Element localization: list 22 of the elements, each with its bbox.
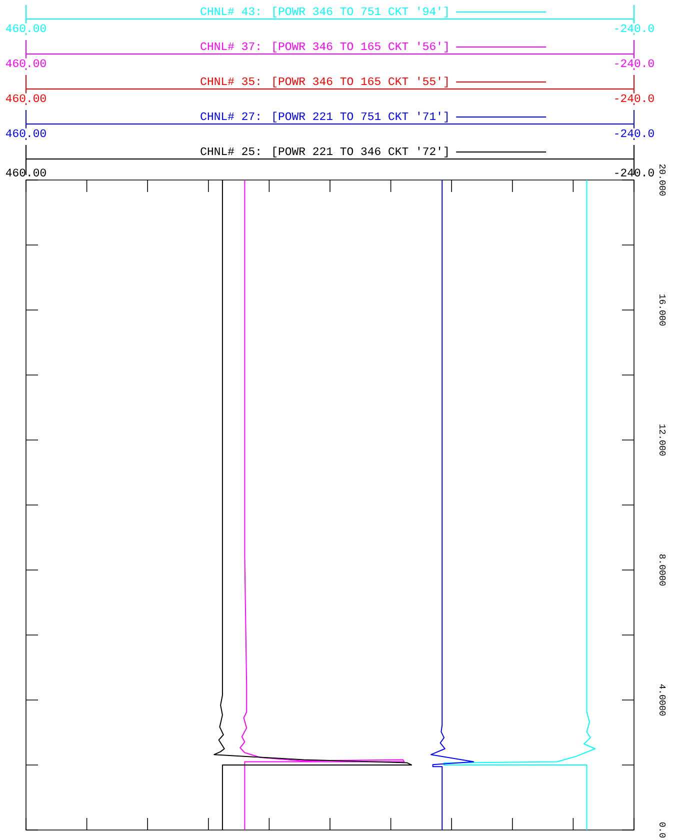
- text: -240.0: [615, 129, 654, 138]
- y-tick-label: 0.0: [660, 822, 666, 838]
- line-series: [240, 180, 405, 830]
- legend-label: CHNL# 35: [POWR 346 TO 165 CKT '55']: [200, 76, 448, 88]
- y-tick-label: 4.0000: [660, 684, 666, 716]
- y-tick-label: 20.000: [660, 164, 666, 196]
- text: 460.00: [6, 24, 46, 32]
- y-tick-label: 16.000: [660, 294, 666, 326]
- text: 460.00: [6, 59, 46, 68]
- text: CHNL# 43: [POWR 346 TO 751 CKT '94']: [200, 6, 448, 18]
- text: CHNL# 27: [POWR 221 TO 751 CKT '71']: [200, 112, 448, 122]
- line-series: [444, 180, 596, 830]
- y-tick-label: 8.0000: [660, 554, 666, 586]
- line-series: [430, 180, 474, 830]
- text: -240.0: [615, 59, 654, 68]
- text: -240.0: [615, 94, 654, 102]
- y-tick-label: 12.000: [660, 424, 666, 456]
- text: -240.0: [615, 24, 654, 32]
- text: CHNL# 37: [POWR 346 TO 165 CKT '56']: [200, 42, 448, 52]
- text: 460.00: [6, 94, 46, 102]
- text: 460.00: [6, 129, 46, 138]
- text: CHNL# 25: [POWR 221 TO 346 CKT '72']: [200, 146, 448, 158]
